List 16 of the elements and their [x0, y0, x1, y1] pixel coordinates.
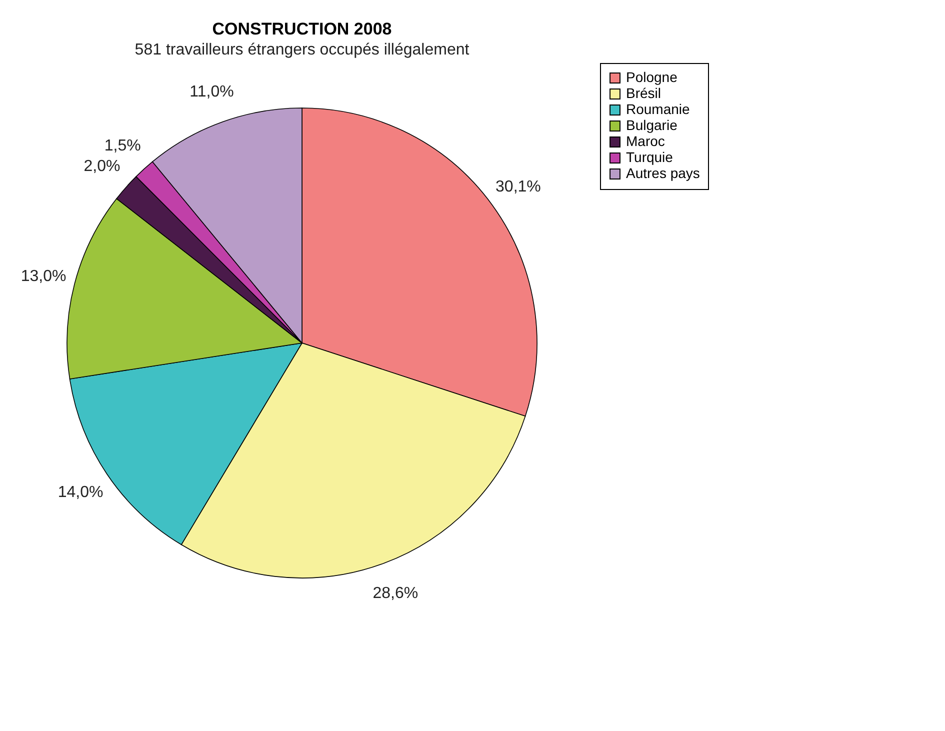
data-label: 28,6% — [372, 585, 418, 602]
data-label: 2,0% — [84, 158, 120, 176]
legend-label: Pologne — [626, 69, 678, 85]
data-label: 30,1% — [496, 178, 541, 196]
legend-label: Brésil — [626, 85, 662, 101]
legend-label: Roumanie — [626, 101, 690, 117]
data-label: 11,0% — [190, 84, 234, 101]
chart-subtitle: 581 travailleurs étrangers occupés illégalement — [134, 42, 470, 58]
data-label: 1,5% — [104, 137, 141, 154]
data-label: 14,0% — [58, 484, 104, 502]
chart-title: CONSTRUCTION 2008 — [212, 20, 392, 38]
legend-label: Bulgarie — [626, 117, 678, 133]
data-label: 13,0% — [20, 268, 66, 285]
legend-label: Autres pays — [626, 165, 700, 181]
legend-label: Turquie — [626, 149, 674, 165]
legend-label: Maroc — [626, 133, 665, 149]
